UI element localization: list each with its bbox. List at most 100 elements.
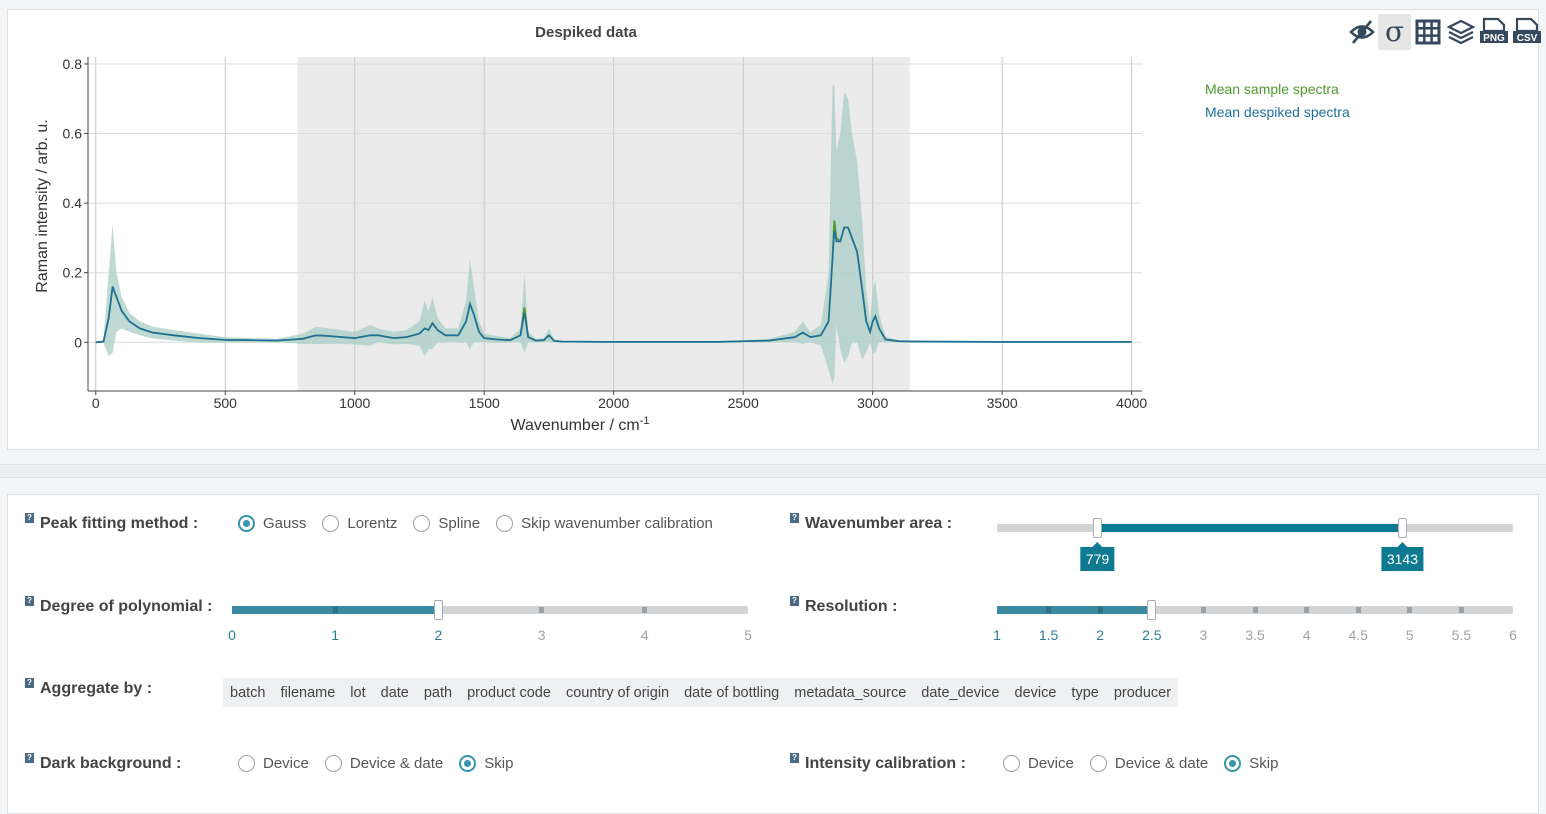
radio-button[interactable]: [1003, 755, 1020, 772]
aggregate-item[interactable]: date of bottling: [684, 684, 780, 701]
x-tick-label: 0: [92, 395, 100, 411]
slider-tick-label: 2: [1096, 627, 1105, 643]
radio-button[interactable]: [324, 755, 342, 772]
aggregate-item[interactable]: date: [380, 684, 409, 701]
x-tick-label: 500: [214, 395, 238, 411]
resolution-slider[interactable]: 1 1.5 2 2.5 3 3.5 4 4.5 5 5.5 6: [993, 595, 1517, 643]
sigma-icon[interactable]: σ: [1378, 14, 1411, 50]
csv-icon-text: CSV: [1516, 33, 1537, 44]
x-tick-label: 2000: [598, 395, 629, 411]
slider-handle-high[interactable]: [1397, 518, 1407, 538]
help-icon[interactable]: ?: [790, 513, 799, 523]
wavenumber-area-label-text: Wavenumber area :: [805, 515, 953, 532]
x-tick-label: 3500: [987, 395, 1018, 411]
csv-icon[interactable]: CSV: [1510, 14, 1543, 50]
radio-device-and-date[interactable]: Device & date: [1089, 755, 1209, 772]
y-tick-label: 0.4: [63, 195, 83, 211]
x-tick-label: 1000: [339, 395, 370, 411]
slider-tick-label: 0: [228, 627, 236, 643]
radio-button[interactable]: [496, 515, 514, 532]
radio-gauss[interactable]: Gauss: [238, 515, 306, 532]
slider-handle-low[interactable]: [1092, 518, 1102, 538]
y-tick-label: 0.6: [63, 126, 83, 142]
chart-toolbar: σ PNG CSV: [1345, 14, 1543, 54]
degree-polynomial-slider[interactable]: 0 1 2 3 4 5: [228, 595, 752, 643]
layers-icon[interactable]: [1444, 14, 1477, 50]
aggregate-item[interactable]: product code: [467, 684, 551, 701]
wavenumber-area-label: ? Wavenumber area :: [790, 513, 953, 533]
aggregate-item[interactable]: date_device: [921, 684, 1000, 701]
help-icon[interactable]: ?: [25, 596, 34, 606]
aggregate-item[interactable]: device: [1014, 684, 1057, 701]
slider-tick-label: 2.5: [1142, 627, 1162, 643]
radio-skip-wavenumber-calibration[interactable]: Skip wavenumber calibration: [496, 515, 713, 532]
slider-handle[interactable]: [1147, 600, 1157, 620]
wavenumber-area-slider[interactable]: 779 3143: [997, 513, 1513, 571]
help-icon[interactable]: ?: [790, 596, 799, 606]
radio-device-and-date[interactable]: Device & date: [324, 755, 443, 772]
slider-tick-label: 3: [537, 627, 546, 643]
slider-tick-label: 5: [744, 627, 752, 643]
chart-panel: 0 500 1000 1500 2000 2500 3000 3500 4000 0 0.2 0.4 0…: [7, 9, 1541, 450]
eye-off-icon[interactable]: [1345, 14, 1378, 50]
peak-fitting-label: ? Peak fitting method :: [25, 513, 199, 533]
slider-tick-label: 1.5: [1038, 627, 1059, 643]
grid-icon[interactable]: [1411, 14, 1444, 50]
radio-button[interactable]: [459, 755, 477, 772]
radio-button[interactable]: [238, 515, 255, 532]
dark-background-radio-group: Device Device & date Skip: [238, 755, 529, 772]
help-icon[interactable]: ?: [25, 678, 34, 688]
png-icon-text: PNG: [1483, 33, 1505, 44]
slider-value-high: 3143: [1381, 542, 1424, 571]
intensity-calibration-radio-group: Device Device & date Skip: [1003, 755, 1294, 772]
y-tick-label: 0.8: [63, 56, 83, 72]
legend-item-sample[interactable]: Mean sample spectra: [1205, 81, 1339, 97]
slider-tick-label: 1: [993, 627, 1001, 643]
slider-tick-label: 3.5: [1245, 627, 1265, 643]
aggregate-item[interactable]: country of origin: [565, 684, 670, 701]
radio-label: Device & date: [1114, 755, 1209, 772]
slider-tick: [1097, 607, 1103, 613]
aggregate-item[interactable]: producer: [1113, 684, 1172, 701]
slider-tick: [1304, 607, 1310, 613]
y-tick-label: 0: [74, 334, 82, 350]
radio-button[interactable]: [1089, 755, 1107, 772]
radio-button[interactable]: [413, 515, 431, 532]
slider-tick-label: 4: [640, 627, 649, 643]
radio-device[interactable]: Device: [1003, 755, 1074, 772]
radio-lorentz[interactable]: Lorentz: [322, 515, 397, 532]
x-axis-label: Wavenumber / cm-1: [511, 415, 650, 434]
aggregate-by-label: ? Aggregate by :: [25, 678, 152, 698]
radio-skip[interactable]: Skip: [459, 755, 513, 772]
slider-tick-label: 3: [1199, 627, 1208, 643]
radio-label: Lorentz: [347, 515, 398, 532]
peak-fitting-radio-group: Gauss Lorentz Spline Skip wavenumber cal…: [238, 515, 729, 532]
help-icon[interactable]: ?: [25, 513, 34, 523]
peak-fitting-label-text: Peak fitting method :: [40, 515, 199, 532]
aggregate-item[interactable]: batch: [230, 684, 266, 701]
radio-spline[interactable]: Spline: [413, 515, 480, 532]
radio-button[interactable]: [322, 515, 340, 532]
std-band: [95, 84, 1132, 385]
sigma-glyph: σ: [1384, 15, 1405, 48]
dark-background-label-text: Dark background :: [40, 755, 182, 772]
slider-tick: [539, 607, 545, 613]
aggregate-item[interactable]: metadata_source: [794, 684, 907, 701]
slider-handle[interactable]: [433, 600, 443, 620]
legend-item-despiked[interactable]: Mean despiked spectra: [1205, 104, 1350, 120]
slider-track[interactable]: [232, 606, 748, 614]
help-icon[interactable]: ?: [25, 753, 34, 763]
radio-device[interactable]: Device: [238, 755, 309, 772]
radio-button[interactable]: [1224, 755, 1242, 772]
aggregate-item[interactable]: path: [423, 684, 453, 701]
aggregate-item[interactable]: type: [1071, 684, 1099, 701]
slider-tick: [332, 607, 338, 613]
aggregate-item[interactable]: filename: [280, 684, 336, 701]
help-icon[interactable]: ?: [790, 753, 799, 763]
aggregate-by-list: batch filename lot date path product code coun…: [223, 678, 1179, 707]
radio-button[interactable]: [238, 755, 255, 772]
radio-skip[interactable]: Skip: [1224, 755, 1278, 772]
radio-label: Skip wavenumber calibration: [521, 515, 713, 532]
aggregate-item[interactable]: lot: [350, 684, 366, 701]
png-icon[interactable]: PNG: [1477, 14, 1510, 50]
